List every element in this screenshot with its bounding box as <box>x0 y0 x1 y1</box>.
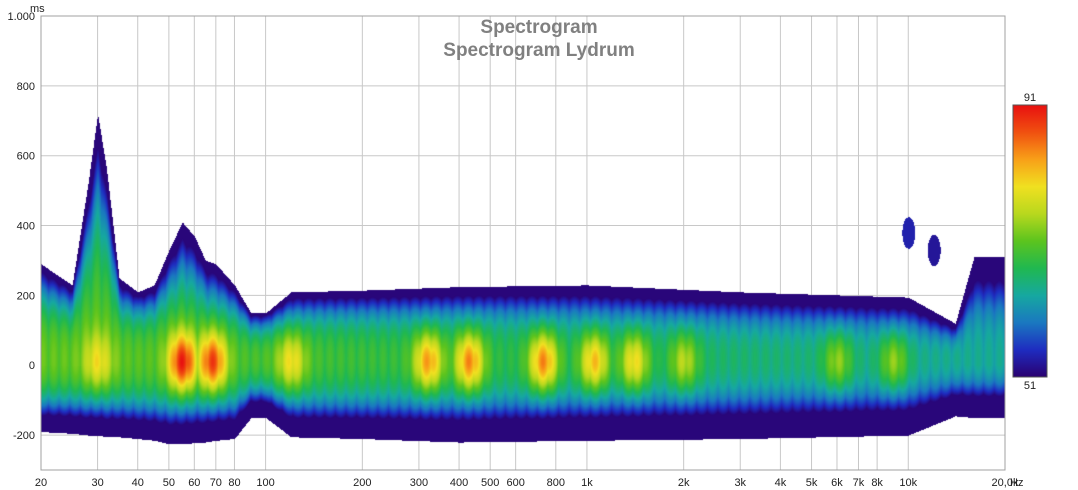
x-tick-label-14: 1k <box>581 477 593 489</box>
x-tick-label-10: 400 <box>450 477 468 489</box>
x-tick-label-6: 80 <box>228 477 240 489</box>
x-tick-label-9: 300 <box>410 477 428 489</box>
x-tick-label-3: 50 <box>163 477 175 489</box>
y-tick-label-2: 600 <box>17 151 35 163</box>
x-tick-label-12: 600 <box>506 477 524 489</box>
x-tick-label-13: 800 <box>547 477 565 489</box>
x-tick-label-8: 200 <box>353 477 371 489</box>
x-tick-label-23: 20,0k <box>992 477 1019 489</box>
colorbar <box>1012 104 1048 378</box>
colorbar-min-label: 51 <box>1024 380 1036 392</box>
x-axis-ticks: 20 30 40 50 60 70 80 100 200 300 400 500 600 800 1k 2k 3… <box>35 477 1019 489</box>
x-tick-label-19: 6k <box>831 477 843 489</box>
x-tick-label-0: 20 <box>35 477 47 489</box>
y-unit-label: ms <box>30 3 45 15</box>
y-axis-ticks: 1.000 800 600 400 200 0 -200 <box>7 11 35 442</box>
colorbar-max-label: 91 <box>1024 92 1036 104</box>
spectrogram-heatmap <box>41 16 1005 470</box>
x-tick-label-22: 10k <box>899 477 917 489</box>
y-tick-label-6: -200 <box>13 430 35 442</box>
y-tick-label-5: 0 <box>29 360 35 372</box>
y-tick-label-3: 400 <box>17 221 35 233</box>
x-tick-label-7: 100 <box>256 477 274 489</box>
x-tick-label-20: 7k <box>853 477 865 489</box>
x-tick-label-18: 5k <box>806 477 818 489</box>
chart-subtitle: Spectrogram Lydrum <box>443 40 634 61</box>
x-tick-label-2: 40 <box>132 477 144 489</box>
x-tick-label-11: 500 <box>481 477 499 489</box>
x-tick-label-15: 2k <box>678 477 690 489</box>
x-tick-label-21: 8k <box>871 477 883 489</box>
x-tick-label-1: 30 <box>91 477 103 489</box>
x-tick-label-17: 4k <box>775 477 787 489</box>
x-tick-label-5: 70 <box>210 477 222 489</box>
y-tick-label-0: 1.000 <box>7 11 35 23</box>
x-unit-label: Hz <box>1010 477 1023 489</box>
y-tick-label-4: 200 <box>17 290 35 302</box>
plot-frame <box>40 15 1006 471</box>
x-tick-label-16: 3k <box>734 477 746 489</box>
x-tick-label-4: 60 <box>188 477 200 489</box>
y-tick-label-1: 800 <box>17 81 35 93</box>
chart-title: Spectrogram <box>480 17 597 38</box>
